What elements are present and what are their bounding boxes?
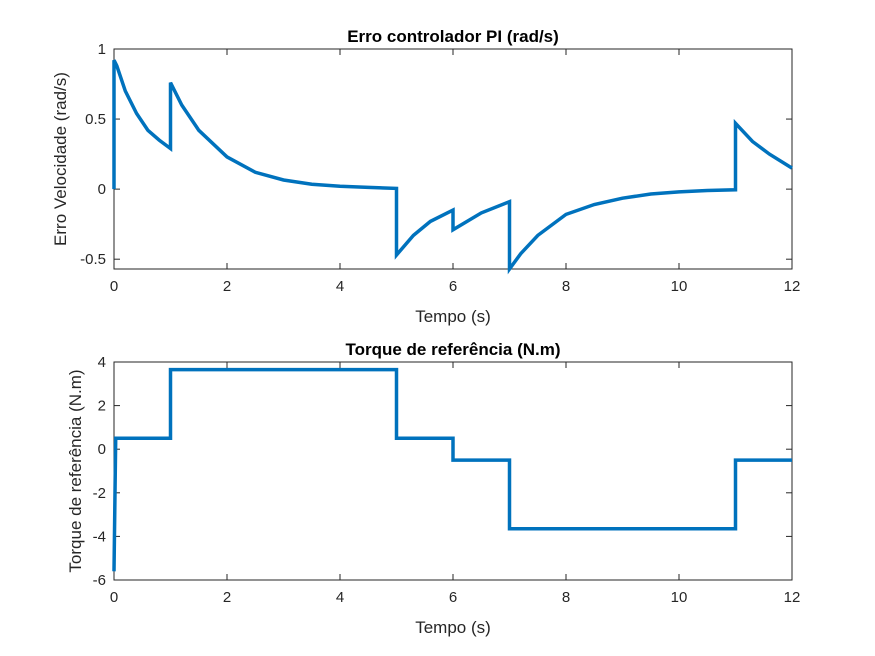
x-tick-label: 12 — [784, 278, 801, 295]
y-tick-label: -0.5 — [80, 251, 106, 268]
y-tick-label: -6 — [93, 572, 106, 589]
x-tick-label: 10 — [671, 278, 688, 295]
x-tick-label: 8 — [562, 589, 570, 606]
axis-ticks: 0 2 4 6 8 10 12-0.500.51 — [80, 41, 800, 295]
y-tick-label: -2 — [93, 485, 106, 502]
y-tick-label: 2 — [98, 398, 106, 415]
y-axis-label: Erro Velocidade (rad/s) — [51, 72, 70, 246]
x-tick-label: 2 — [223, 589, 231, 606]
x-tick-label: 8 — [562, 278, 570, 295]
plot-area — [113, 48, 793, 270]
speed-error-plot: 0 2 4 6 8 10 12-0.500.51 Erro controlador PI (… — [51, 27, 800, 326]
reference-torque-plot: 0 2 4 6 8 10 12 -6 -4 -2 0 2 4 Torque de referência … — [66, 340, 800, 637]
x-tick-label: 6 — [449, 278, 457, 295]
y-tick-label: -4 — [93, 528, 106, 545]
y-tick-label: 0 — [98, 181, 106, 198]
x-axis-label: Tempo (s) — [415, 618, 491, 637]
y-tick-label: 0.5 — [85, 111, 106, 128]
y-tick-label: 4 — [98, 354, 106, 371]
x-tick-label: 4 — [336, 589, 344, 606]
axis-ticks: 0 2 4 6 8 10 12 -6 -4 -2 0 2 4 — [93, 354, 801, 606]
plot-area — [113, 361, 793, 581]
chart-title: Torque de referência (N.m) — [345, 340, 560, 359]
x-axis-label: Tempo (s) — [415, 307, 491, 326]
x-tick-label: 4 — [336, 278, 344, 295]
series-line — [112, 367, 792, 572]
x-tick-label: 10 — [671, 589, 688, 606]
x-tick-label: 0 — [110, 278, 118, 295]
y-axis-label: Torque de referência (N.m) — [66, 369, 85, 572]
x-tick-label: 6 — [449, 589, 457, 606]
y-tick-label: 1 — [98, 41, 106, 58]
y-tick-label: 0 — [98, 441, 106, 458]
series-line — [112, 59, 793, 275]
x-tick-label: 12 — [784, 589, 801, 606]
x-tick-label: 2 — [223, 278, 231, 295]
chart-title: Erro controlador PI (rad/s) — [347, 27, 559, 46]
x-tick-label: 0 — [110, 589, 118, 606]
